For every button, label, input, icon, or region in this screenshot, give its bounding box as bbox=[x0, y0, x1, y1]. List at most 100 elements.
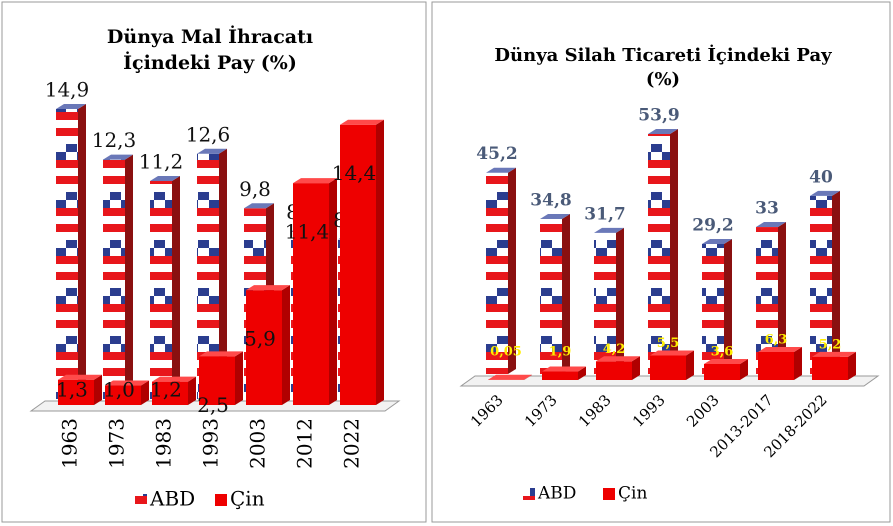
bar-side bbox=[78, 104, 86, 399]
bar-top bbox=[756, 222, 786, 228]
bar-side bbox=[94, 374, 102, 405]
bar-side bbox=[686, 350, 694, 380]
legend-swatch bbox=[523, 488, 535, 500]
data-label: 9,8 bbox=[239, 177, 271, 201]
bar bbox=[152, 381, 188, 405]
bar-top bbox=[594, 227, 624, 233]
bar-top bbox=[486, 167, 516, 173]
bar bbox=[197, 153, 219, 399]
bar bbox=[702, 243, 724, 374]
x-tick-label: 2012 bbox=[293, 418, 317, 469]
data-label: 33 bbox=[755, 199, 779, 219]
data-label: 12,6 bbox=[186, 122, 231, 146]
bar-side bbox=[282, 285, 290, 405]
bar-side bbox=[724, 238, 732, 374]
bar-top bbox=[648, 129, 678, 134]
data-label: 1,0 bbox=[103, 378, 135, 402]
bar bbox=[812, 356, 848, 380]
bar-side bbox=[141, 380, 149, 405]
bar-top bbox=[758, 346, 802, 352]
bar-top bbox=[488, 374, 532, 380]
bar bbox=[56, 109, 78, 399]
legend-swatch bbox=[603, 488, 615, 500]
bar-top bbox=[650, 350, 694, 356]
bar-side bbox=[235, 351, 243, 405]
data-label: 11,4 bbox=[285, 220, 330, 244]
bar-side bbox=[524, 374, 532, 380]
data-label: 12,3 bbox=[92, 128, 137, 152]
legend-swatch bbox=[215, 494, 227, 506]
bar-side bbox=[329, 178, 337, 405]
x-tick-label: 1963 bbox=[58, 418, 82, 469]
bar-side bbox=[740, 358, 748, 380]
x-tick-label: 1973 bbox=[105, 418, 129, 469]
data-label: 34,8 bbox=[530, 191, 571, 211]
bar bbox=[650, 355, 686, 380]
legend-label: Çin bbox=[230, 487, 265, 511]
bar-side bbox=[376, 119, 384, 406]
data-label: 5,2 bbox=[819, 337, 842, 352]
bar-top bbox=[596, 356, 640, 362]
legend-label: ABD bbox=[537, 484, 576, 504]
bar-top bbox=[197, 148, 227, 154]
bar-side bbox=[562, 214, 570, 374]
x-tick-label: 1993 bbox=[199, 418, 223, 469]
bar-top bbox=[199, 351, 243, 357]
bar bbox=[246, 290, 282, 405]
bar bbox=[758, 351, 794, 380]
bar-side bbox=[848, 351, 856, 380]
bar-side bbox=[578, 366, 586, 380]
bar bbox=[756, 227, 778, 374]
bar bbox=[340, 124, 376, 406]
bar bbox=[105, 385, 141, 405]
bar-top bbox=[340, 119, 384, 125]
data-label: 53,9 bbox=[638, 106, 679, 126]
bar-top bbox=[540, 214, 570, 220]
bar-top bbox=[702, 238, 732, 244]
legend-label: Çin bbox=[618, 484, 647, 504]
chart-title: İçindeki Pay (%) bbox=[123, 51, 297, 74]
bar bbox=[150, 181, 172, 399]
data-label: 14,9 bbox=[45, 78, 90, 102]
chart: Dünya Mal İhracatı İçindeki Pay (%) 14,9 1,… bbox=[1, 1, 427, 523]
bar-top bbox=[542, 366, 586, 372]
bar bbox=[103, 159, 125, 399]
legend-label: ABD bbox=[149, 487, 195, 511]
bar-side bbox=[172, 176, 180, 399]
x-tick-label: 1983 bbox=[152, 418, 176, 469]
bar-side bbox=[794, 346, 802, 380]
bar-top bbox=[58, 374, 102, 380]
x-tick-label: 2022 bbox=[340, 418, 364, 469]
legend-swatch bbox=[135, 494, 147, 506]
data-label: 11,2 bbox=[139, 150, 184, 174]
bar bbox=[542, 371, 578, 380]
bar-top bbox=[152, 376, 196, 382]
chart-title: Dünya Mal İhracatı bbox=[107, 25, 313, 48]
bar bbox=[596, 361, 632, 380]
bar-top bbox=[810, 190, 840, 196]
data-label: 1,2 bbox=[150, 378, 182, 402]
data-label: 5,9 bbox=[244, 327, 276, 351]
bar-top bbox=[293, 178, 337, 184]
bar bbox=[648, 134, 670, 374]
bar-side bbox=[125, 154, 133, 399]
bar-side bbox=[632, 356, 640, 380]
bar-top bbox=[704, 358, 748, 364]
data-label: 45,2 bbox=[476, 144, 517, 164]
bar-top bbox=[103, 154, 133, 160]
bar bbox=[810, 195, 832, 374]
bar bbox=[594, 232, 616, 374]
data-label: 5,5 bbox=[657, 336, 680, 351]
bar-top bbox=[812, 351, 856, 357]
data-label: 40 bbox=[809, 167, 833, 187]
bar bbox=[540, 219, 562, 374]
data-label: 3,6 bbox=[711, 344, 734, 359]
bar-top bbox=[244, 203, 274, 209]
bar bbox=[486, 172, 508, 374]
bar-top bbox=[246, 285, 290, 291]
bar-side bbox=[508, 167, 516, 374]
bar-top bbox=[150, 176, 180, 182]
bar-side bbox=[670, 129, 678, 374]
bar-side bbox=[219, 148, 227, 399]
